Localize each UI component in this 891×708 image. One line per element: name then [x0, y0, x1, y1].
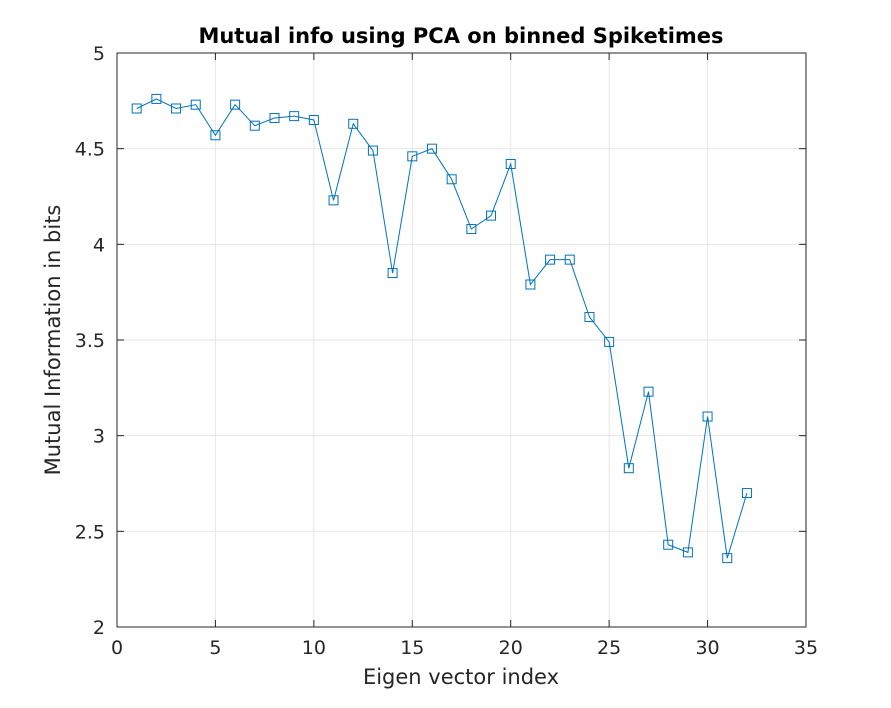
data-point-marker	[663, 539, 674, 550]
data-point-marker	[328, 195, 339, 206]
data-point-marker	[505, 158, 516, 169]
x-tick-label: 20	[499, 637, 523, 659]
data-point-marker	[289, 111, 300, 122]
y-tick-label: 2.5	[75, 521, 105, 543]
data-point-marker	[151, 93, 162, 104]
data-point-marker	[230, 99, 241, 110]
data-point-marker	[387, 268, 398, 279]
y-tick-label: 4	[93, 234, 105, 256]
series-group	[131, 93, 752, 564]
data-point-marker	[171, 103, 182, 114]
data-point-marker	[643, 386, 654, 397]
chart-title: Mutual info using PCA on binned Spiketim…	[198, 24, 723, 48]
data-point-marker	[249, 120, 260, 131]
x-tick-label: 0	[111, 637, 123, 659]
y-axis-label: Mutual Information in bits	[41, 205, 65, 476]
axis-ticks: 0 5 10 15 20 25 30 35 2 2.5 3 3.5 4 4.5 5	[75, 43, 818, 659]
x-tick-label: 5	[209, 637, 221, 659]
data-point-marker	[682, 547, 693, 558]
data-point-marker	[131, 103, 142, 114]
data-point-marker	[446, 174, 457, 185]
data-point-marker	[604, 336, 615, 347]
data-point-marker	[584, 312, 595, 323]
data-point-marker	[210, 130, 221, 141]
data-point-marker	[545, 254, 556, 265]
y-tick-label: 2	[93, 617, 105, 639]
data-point-marker	[466, 224, 477, 235]
y-tick-label: 5	[93, 43, 105, 65]
series-line	[136, 98, 748, 559]
data-point-marker	[525, 279, 536, 290]
x-tick-label: 25	[597, 637, 621, 659]
x-tick-label: 35	[794, 637, 818, 659]
x-tick-label: 15	[400, 637, 424, 659]
y-tick-label: 3	[93, 426, 105, 448]
x-axis-label: Eigen vector index	[363, 665, 559, 689]
data-point-marker	[308, 114, 319, 125]
data-point-marker	[190, 99, 201, 110]
data-point-marker	[348, 118, 359, 129]
data-point-marker	[741, 488, 752, 499]
y-tick-label: 3.5	[75, 330, 105, 352]
data-point-marker	[564, 254, 575, 265]
data-point-marker	[426, 143, 437, 154]
data-point-marker	[486, 210, 497, 221]
data-point-marker	[623, 463, 634, 474]
x-tick-label: 10	[302, 637, 326, 659]
y-tick-label: 4.5	[75, 139, 105, 161]
data-point-marker	[367, 145, 378, 156]
data-point-marker	[269, 113, 280, 124]
data-point-marker	[722, 553, 733, 564]
data-point-marker	[407, 151, 418, 162]
data-point-marker	[702, 411, 713, 422]
x-tick-label: 30	[695, 637, 719, 659]
